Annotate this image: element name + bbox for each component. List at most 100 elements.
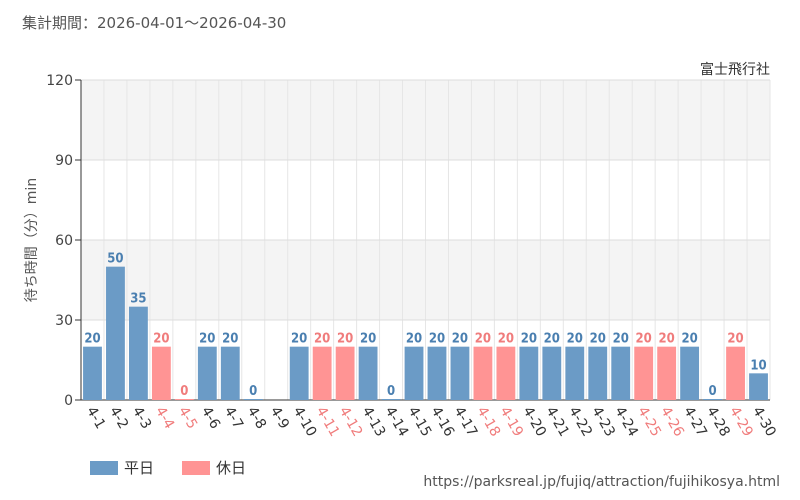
bar xyxy=(289,346,309,400)
data-label: 20 xyxy=(590,332,606,347)
x-tick-label: 4-27 xyxy=(680,404,710,440)
bar xyxy=(427,346,447,400)
x-tick-label: 4-12 xyxy=(336,404,366,440)
data-label: 20 xyxy=(521,332,537,347)
y-axis-title: 待ち時間（分）min xyxy=(24,178,40,302)
data-label: 35 xyxy=(130,292,146,307)
data-label: 20 xyxy=(681,332,697,347)
x-tick-label: 4-6 xyxy=(198,404,223,432)
data-label: 20 xyxy=(659,332,675,347)
data-label: 20 xyxy=(544,332,560,347)
data-label: 20 xyxy=(613,332,629,347)
x-tick-label: 4-1 xyxy=(83,404,108,432)
data-label: 20 xyxy=(199,332,215,347)
x-tick-label: 4-10 xyxy=(290,404,320,440)
bar xyxy=(680,346,700,400)
bar xyxy=(404,346,424,400)
x-tick-label: 4-28 xyxy=(703,404,733,440)
data-label: 20 xyxy=(452,332,468,347)
bar xyxy=(129,306,148,400)
data-label: 10 xyxy=(750,358,766,373)
data-label: 20 xyxy=(567,332,583,347)
bar xyxy=(381,399,401,400)
data-label: 20 xyxy=(360,332,376,347)
data-label: 20 xyxy=(314,332,330,347)
bar xyxy=(588,346,608,400)
legend-swatch-holiday xyxy=(182,460,211,475)
data-label: 20 xyxy=(337,332,353,347)
data-label: 20 xyxy=(153,332,169,347)
x-tick-label: 4-14 xyxy=(382,404,412,440)
data-label: 20 xyxy=(291,332,307,347)
bar xyxy=(726,346,745,400)
x-tick-label: 4-7 xyxy=(221,404,246,432)
x-tick-label: 4-11 xyxy=(313,404,343,440)
bar xyxy=(83,346,102,400)
x-tick-label: 4-13 xyxy=(359,404,389,440)
x-tick-labels: 4-14-24-34-44-54-64-74-84-94-104-114-124… xyxy=(83,404,779,440)
x-tick-label: 4-9 xyxy=(267,404,292,432)
y-tick-label: 30 xyxy=(55,313,73,329)
bar xyxy=(565,346,585,400)
x-tick-label: 4-25 xyxy=(634,404,664,440)
data-label: 0 xyxy=(387,384,395,399)
bar xyxy=(197,346,217,400)
data-label: 20 xyxy=(406,332,422,347)
bar xyxy=(703,399,722,400)
data-label: 20 xyxy=(222,332,238,347)
legend-label-holiday: 休日 xyxy=(216,459,247,477)
legend: 平日 休日 xyxy=(90,457,246,478)
y-tick-label: 60 xyxy=(55,233,73,249)
legend-swatch-weekday xyxy=(90,460,118,475)
bar xyxy=(358,346,378,400)
bar xyxy=(106,266,125,400)
bar xyxy=(657,346,677,400)
legend-item-holiday[interactable]: 休日 xyxy=(182,457,246,478)
x-tick-label: 4-3 xyxy=(129,404,154,432)
bar xyxy=(496,346,516,400)
x-tick-label: 4-17 xyxy=(450,404,480,440)
bar xyxy=(151,346,171,400)
data-label: 50 xyxy=(107,252,123,267)
bar xyxy=(611,346,631,400)
x-tick-label: 4-29 xyxy=(726,404,756,440)
bar xyxy=(174,399,194,400)
x-tick-label: 4-15 xyxy=(405,404,435,440)
x-tick-label: 4-22 xyxy=(565,404,595,440)
source-url[interactable]: https://parksreal.jp/fujiq/attraction/fu… xyxy=(423,474,780,490)
data-label: 0 xyxy=(709,384,717,399)
x-tick-label: 4-2 xyxy=(106,404,131,432)
data-label: 20 xyxy=(727,332,743,347)
data-label: 0 xyxy=(249,384,257,399)
chart-title: 富士飛行社 xyxy=(700,61,770,78)
bar xyxy=(220,346,240,400)
legend-label-weekday: 平日 xyxy=(124,459,155,477)
x-tick-label: 4-16 xyxy=(428,404,458,440)
data-label: 20 xyxy=(636,332,652,347)
bar xyxy=(243,399,263,400)
x-tick-label: 4-21 xyxy=(542,404,572,440)
x-tick-label: 4-19 xyxy=(496,404,526,440)
legend-item-weekday[interactable]: 平日 xyxy=(90,457,154,478)
x-tick-label: 4-8 xyxy=(244,404,269,432)
y-tick-label: 90 xyxy=(55,153,73,169)
x-tick-label: 4-18 xyxy=(473,404,503,440)
data-label: 20 xyxy=(498,332,514,347)
x-tick-label: 4-26 xyxy=(657,404,687,440)
data-label: 20 xyxy=(429,332,445,347)
data-labels: 20 50 35 20 0 20 20 0 20 20 20 20 0 20 20 20 20 20 20 20 20 2… xyxy=(84,252,766,399)
bar xyxy=(473,346,493,400)
bar xyxy=(450,346,470,400)
bar xyxy=(634,346,654,400)
period-label: 集計期間：2026-04-01～2026-04-30 xyxy=(22,14,287,32)
bar-series xyxy=(83,266,768,400)
bar xyxy=(542,346,562,400)
data-label: 0 xyxy=(180,384,188,399)
data-label: 20 xyxy=(475,332,491,347)
x-tick-label: 4-24 xyxy=(611,404,641,440)
y-tick-labels: 0 30 60 90 120 xyxy=(46,73,73,409)
y-tick-label: 0 xyxy=(64,393,73,409)
x-tick-label: 4-5 xyxy=(175,404,200,432)
bar xyxy=(519,346,539,400)
